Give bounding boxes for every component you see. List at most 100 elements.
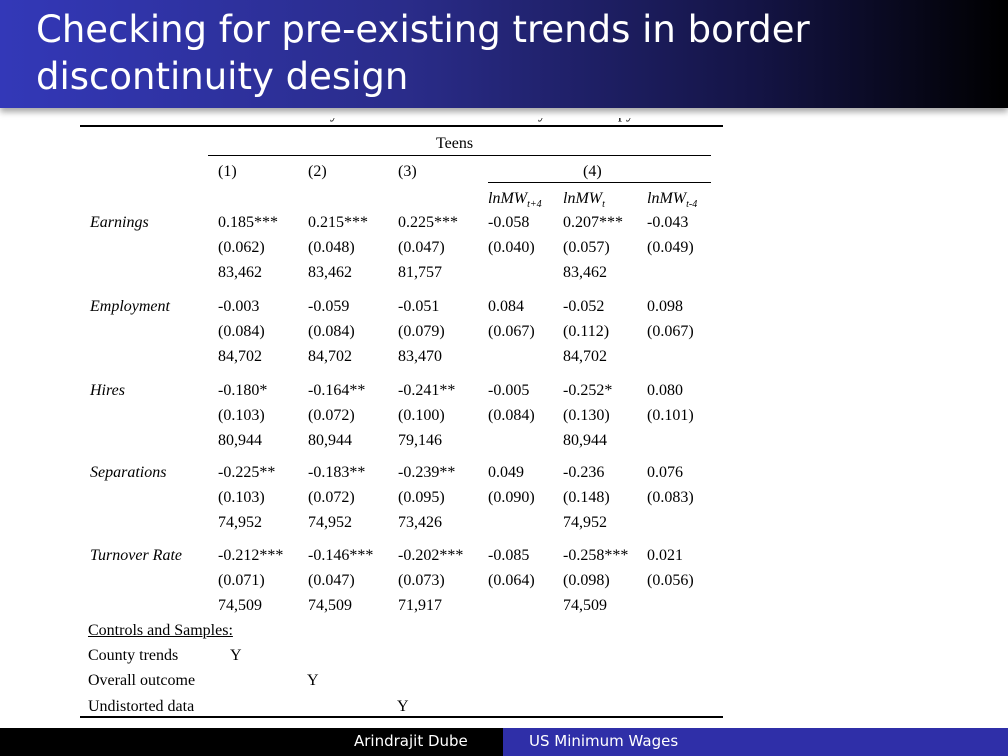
obs-count-cell: 84,702	[218, 348, 262, 365]
slide-footer: Arindrajit Dube US Minimum Wages	[0, 728, 1008, 756]
clipped-glyph: py	[618, 118, 658, 124]
std-error-cell: (0.084)	[308, 323, 355, 340]
clipped-glyph: y	[538, 118, 552, 124]
std-error-cell: (0.103)	[218, 407, 265, 424]
std-error-cell: (0.048)	[308, 239, 355, 256]
control-mark: Y	[230, 647, 242, 664]
std-error-cell: (0.049)	[647, 239, 694, 256]
std-error-cell: (0.101)	[647, 407, 694, 424]
obs-count-cell: 83,470	[398, 348, 442, 365]
coefficient-cell: -0.202***	[398, 547, 464, 564]
obs-count-cell: 81,757	[398, 264, 442, 281]
control-mark: Y	[397, 698, 409, 715]
group-header: Teens	[436, 135, 474, 152]
coefficient-cell: 0.215***	[308, 214, 368, 231]
obs-count-cell: 73,426	[398, 514, 442, 531]
coefficient-cell: -0.183**	[308, 464, 366, 481]
obs-count-cell: 74,952	[218, 514, 262, 531]
row-label: Earnings	[90, 214, 149, 231]
std-error-cell: (0.090)	[488, 489, 535, 506]
column-4-rule	[488, 182, 711, 183]
coefficient-cell: 0.076	[647, 464, 683, 481]
std-error-cell: (0.084)	[488, 407, 535, 424]
std-error-cell: (0.079)	[398, 323, 445, 340]
coefficient-cell: -0.043	[647, 214, 689, 231]
footer-talk-panel: US Minimum Wages	[503, 728, 1008, 756]
std-error-cell: (0.040)	[488, 239, 535, 256]
coefficient-cell: 0.225***	[398, 214, 458, 231]
coefficient-cell: -0.005	[488, 382, 530, 399]
coefficient-cell: -0.212***	[218, 547, 284, 564]
coefficient-cell: -0.236	[563, 464, 605, 481]
coefficient-cell: -0.052	[563, 298, 605, 315]
coefficient-cell: -0.146***	[308, 547, 374, 564]
clipped-glyph: y	[330, 118, 344, 124]
slide-header: Checking for pre-existing trends in bord…	[0, 0, 1008, 108]
subcolumn-current: lnMWt	[563, 190, 605, 211]
coefficient-cell: 0.021	[647, 547, 683, 564]
control-label: County trends	[88, 647, 179, 664]
obs-count-cell: 83,462	[218, 264, 262, 281]
std-error-cell: (0.098)	[563, 572, 610, 589]
obs-count-cell: 74,952	[563, 514, 607, 531]
obs-count-cell: 80,944	[218, 432, 262, 449]
std-error-cell: (0.047)	[398, 239, 445, 256]
coefficient-cell: -0.252*	[563, 382, 613, 399]
obs-count-cell: 80,944	[563, 432, 607, 449]
obs-count-cell: 71,917	[398, 597, 442, 614]
std-error-cell: (0.067)	[488, 323, 535, 340]
row-label: Hires	[90, 382, 125, 399]
std-error-cell: (0.100)	[398, 407, 445, 424]
std-error-cell: (0.062)	[218, 239, 265, 256]
group-rule	[208, 155, 711, 156]
coefficient-cell: 0.080	[647, 382, 683, 399]
coefficient-cell: -0.164**	[308, 382, 366, 399]
column-header: (3)	[398, 163, 417, 180]
std-error-cell: (0.112)	[563, 323, 610, 340]
row-label: Employment	[90, 298, 170, 315]
row-label: Separations	[90, 464, 167, 481]
column-header: (4)	[583, 163, 602, 180]
std-error-cell: (0.071)	[218, 572, 265, 589]
std-error-cell: (0.130)	[563, 407, 610, 424]
bottom-rule	[80, 716, 723, 718]
obs-count-cell: 84,702	[563, 348, 607, 365]
std-error-cell: (0.056)	[647, 572, 694, 589]
footer-author: Arindrajit Dube	[354, 732, 468, 750]
obs-count-cell: 83,462	[308, 264, 352, 281]
obs-count-cell: 74,509	[218, 597, 262, 614]
footer-author-panel: Arindrajit Dube	[0, 728, 503, 756]
coefficient-cell: 0.098	[647, 298, 683, 315]
coefficient-cell: 0.049	[488, 464, 524, 481]
slide-title: Checking for pre-existing trends in bord…	[36, 8, 810, 98]
column-header: (2)	[308, 163, 327, 180]
controls-header: Controls and Samples:	[88, 622, 233, 639]
subcolumn-lead: lnMWt+4	[488, 190, 542, 211]
obs-count-cell: 74,952	[308, 514, 352, 531]
std-error-cell: (0.072)	[308, 407, 355, 424]
control-mark: Y	[307, 672, 319, 689]
control-label: Overall outcome	[88, 672, 196, 689]
footer-talk: US Minimum Wages	[529, 732, 679, 750]
coefficient-cell: -0.051	[398, 298, 440, 315]
coefficient-cell: -0.239**	[398, 464, 456, 481]
coefficient-cell: -0.180*	[218, 382, 268, 399]
std-error-cell: (0.064)	[488, 572, 535, 589]
std-error-cell: (0.047)	[308, 572, 355, 589]
coefficient-cell: -0.241**	[398, 382, 456, 399]
std-error-cell: (0.103)	[218, 489, 265, 506]
coefficient-cell: -0.085	[488, 547, 530, 564]
std-error-cell: (0.073)	[398, 572, 445, 589]
obs-count-cell: 83,462	[563, 264, 607, 281]
coefficient-cell: -0.058	[488, 214, 530, 231]
std-error-cell: (0.072)	[308, 489, 355, 506]
subcolumn-lag: lnMWt-4	[647, 190, 698, 211]
std-error-cell: (0.067)	[647, 323, 694, 340]
coefficient-cell: -0.003	[218, 298, 260, 315]
obs-count-cell: 79,146	[398, 432, 442, 449]
coefficient-cell: -0.258***	[563, 547, 629, 564]
obs-count-cell: 74,509	[563, 597, 607, 614]
row-label: Turnover Rate	[90, 547, 182, 564]
coefficient-cell: 0.084	[488, 298, 524, 315]
coefficient-cell: 0.185***	[218, 214, 278, 231]
